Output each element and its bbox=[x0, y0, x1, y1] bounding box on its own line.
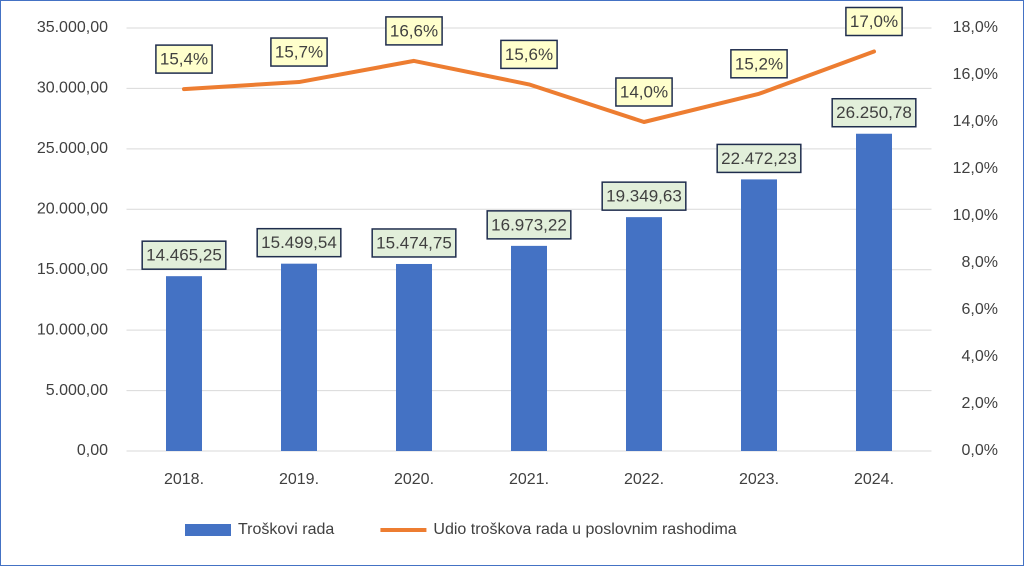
data-label-text: 15,4% bbox=[160, 50, 208, 69]
data-label-box bbox=[500, 39, 558, 70]
data-label-text: 16,6% bbox=[390, 21, 438, 40]
data-label-box bbox=[486, 210, 572, 240]
y2-tick-label: 14,0% bbox=[953, 113, 998, 130]
legend-label: Troškovi rada bbox=[238, 521, 334, 538]
data-label: 15,6% bbox=[500, 39, 558, 70]
data-label-text: 17,0% bbox=[850, 12, 898, 31]
y-tick-label: 25.000,00 bbox=[37, 140, 108, 157]
data-label: 15,2% bbox=[730, 49, 788, 79]
y2-tick-label: 0,0% bbox=[962, 442, 998, 459]
data-label: 14,0% bbox=[615, 77, 673, 107]
data-label-box bbox=[141, 240, 227, 270]
y2-tick-label: 8,0% bbox=[962, 254, 998, 271]
data-label: 22.472,23 bbox=[716, 143, 802, 174]
bar bbox=[511, 245, 547, 451]
x-tick-label: 2024. bbox=[854, 471, 894, 488]
data-label: 15,4% bbox=[155, 44, 213, 74]
data-label-text: 15,7% bbox=[275, 43, 323, 62]
data-label-text: 14.465,25 bbox=[146, 246, 222, 265]
data-label-box bbox=[270, 37, 328, 67]
data-label: 16.973,22 bbox=[486, 210, 572, 240]
data-label-box bbox=[615, 77, 673, 107]
data-label: 17,0% bbox=[845, 6, 903, 37]
data-label-text: 26.250,78 bbox=[836, 103, 912, 122]
x-tick-label: 2019. bbox=[279, 471, 319, 488]
bar bbox=[741, 179, 777, 451]
y-tick-label: 30.000,00 bbox=[37, 80, 108, 97]
y-tick-label: 15.000,00 bbox=[37, 261, 108, 278]
legend-label: Udio troškova rada u poslovnim rashodima bbox=[433, 521, 736, 538]
y2-tick-label: 2,0% bbox=[962, 395, 998, 412]
y2-tick-label: 16,0% bbox=[953, 66, 998, 83]
y-tick-label: 20.000,00 bbox=[37, 201, 108, 218]
bar bbox=[396, 263, 432, 451]
data-label: 26.250,78 bbox=[831, 97, 917, 128]
data-label-box bbox=[155, 44, 213, 74]
data-label-text: 15.499,54 bbox=[261, 233, 337, 252]
data-label: 15.474,75 bbox=[371, 228, 457, 258]
x-tick-label: 2022. bbox=[624, 471, 664, 488]
y-tick-label: 0,00 bbox=[77, 442, 108, 459]
data-label: 16,6% bbox=[385, 16, 443, 46]
data-label-box bbox=[716, 143, 802, 174]
data-label-text: 16.973,22 bbox=[491, 215, 567, 234]
data-label-text: 15,2% bbox=[735, 54, 783, 73]
bar bbox=[856, 133, 892, 451]
data-label-text: 19.349,63 bbox=[606, 187, 682, 206]
data-label-box bbox=[601, 181, 687, 211]
y2-tick-label: 4,0% bbox=[962, 348, 998, 365]
data-label-text: 15,6% bbox=[505, 45, 553, 64]
data-label-box bbox=[371, 228, 457, 258]
y-tick-label: 10.000,00 bbox=[37, 321, 108, 338]
data-label: 15.499,54 bbox=[256, 227, 342, 258]
data-label-text: 14,0% bbox=[620, 82, 668, 101]
x-tick-label: 2023. bbox=[739, 471, 779, 488]
y-tick-label: 5.000,00 bbox=[46, 382, 108, 399]
data-label-text: 15.474,75 bbox=[376, 233, 452, 252]
x-tick-label: 2018. bbox=[164, 471, 204, 488]
data-label-box bbox=[845, 6, 903, 37]
y2-tick-label: 10,0% bbox=[953, 207, 998, 224]
line bbox=[182, 49, 876, 124]
data-label: 19.349,63 bbox=[601, 181, 687, 211]
data-label-box bbox=[831, 97, 917, 128]
data-label-box bbox=[385, 16, 443, 46]
y2-tick-label: 12,0% bbox=[953, 160, 998, 177]
x-tick-label: 2021. bbox=[509, 471, 549, 488]
bar bbox=[166, 276, 202, 451]
data-label-box bbox=[256, 227, 342, 258]
bar bbox=[281, 263, 317, 451]
y2-tick-label: 18,0% bbox=[953, 19, 998, 36]
legend-swatch bbox=[185, 524, 231, 536]
data-label-box bbox=[730, 49, 788, 79]
y2-tick-label: 6,0% bbox=[962, 301, 998, 318]
bar bbox=[626, 217, 662, 451]
data-label-text: 22.472,23 bbox=[721, 149, 797, 168]
y-tick-label: 35.000,00 bbox=[37, 19, 108, 36]
data-label: 14.465,25 bbox=[141, 240, 227, 270]
x-tick-label: 2020. bbox=[394, 471, 434, 488]
data-label: 15,7% bbox=[270, 37, 328, 67]
